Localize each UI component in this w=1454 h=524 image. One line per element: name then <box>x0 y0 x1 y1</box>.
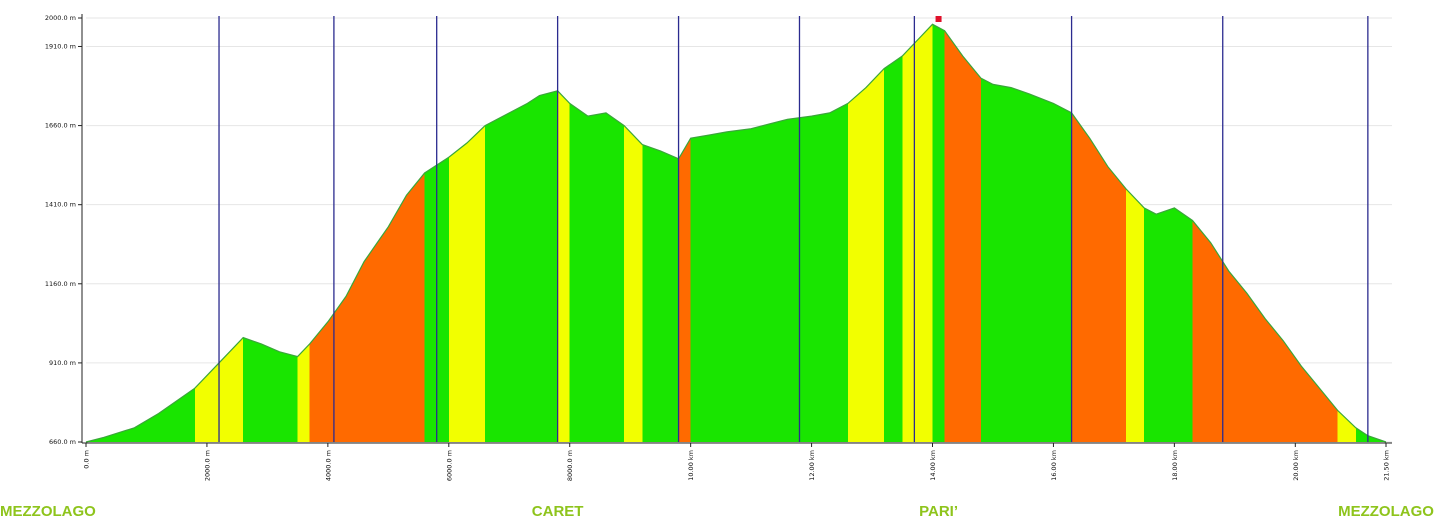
y-tick-label-0: 660.0 m <box>49 438 76 446</box>
elevation-area <box>86 24 1386 443</box>
place-label-1: CARET <box>531 503 584 520</box>
x-tick-label-10: 20.00 km <box>1292 450 1300 481</box>
elevation-line <box>85 23 1387 443</box>
elevation-profile-chart: 660.0 m 910.0 m 1160.0 m 1410.0 m 1660.0 m 19… <box>45 14 1392 481</box>
x-tick-label-4: 8000.0 m <box>566 450 574 481</box>
place-label-3: MEZZOLAGO <box>1338 503 1434 520</box>
x-tick-label-5: 10.00 km <box>687 450 695 481</box>
axes-layer: 660.0 m 910.0 m 1160.0 m 1410.0 m 1660.0 m 19… <box>45 14 1392 481</box>
elevation-area-layer <box>85 23 1387 443</box>
x-tick-label-11: 21.50 km <box>1383 450 1391 481</box>
y-tick-label-6: 2000.0 m <box>45 14 76 22</box>
summit-marker <box>935 16 942 22</box>
y-tick-label-5: 1910.0 m <box>45 42 76 50</box>
place-label-2: PARI’ <box>919 503 958 520</box>
y-tick-label-3: 1410.0 m <box>45 201 76 209</box>
x-tick-label-3: 6000.0 m <box>445 450 453 481</box>
x-tick-label-9: 18.00 km <box>1171 450 1179 481</box>
x-tick-label-8: 16.00 km <box>1050 450 1058 481</box>
x-tick-label-0: 0.0 m <box>83 450 91 469</box>
x-tick-label-7: 14.00 km <box>929 450 937 481</box>
y-tick-label-1: 910.0 m <box>49 359 76 367</box>
distance-marker-layer <box>218 16 1369 442</box>
place-label-0: MEZZOLAGO <box>0 503 96 520</box>
y-tick-label-2: 1160.0 m <box>45 280 76 288</box>
x-tick-label-1: 2000.0 m <box>203 450 211 481</box>
x-tick-label-6: 12.00 km <box>808 450 816 481</box>
y-tick-label-4: 1660.0 m <box>45 122 76 130</box>
x-tick-label-2: 4000.0 m <box>324 450 332 481</box>
